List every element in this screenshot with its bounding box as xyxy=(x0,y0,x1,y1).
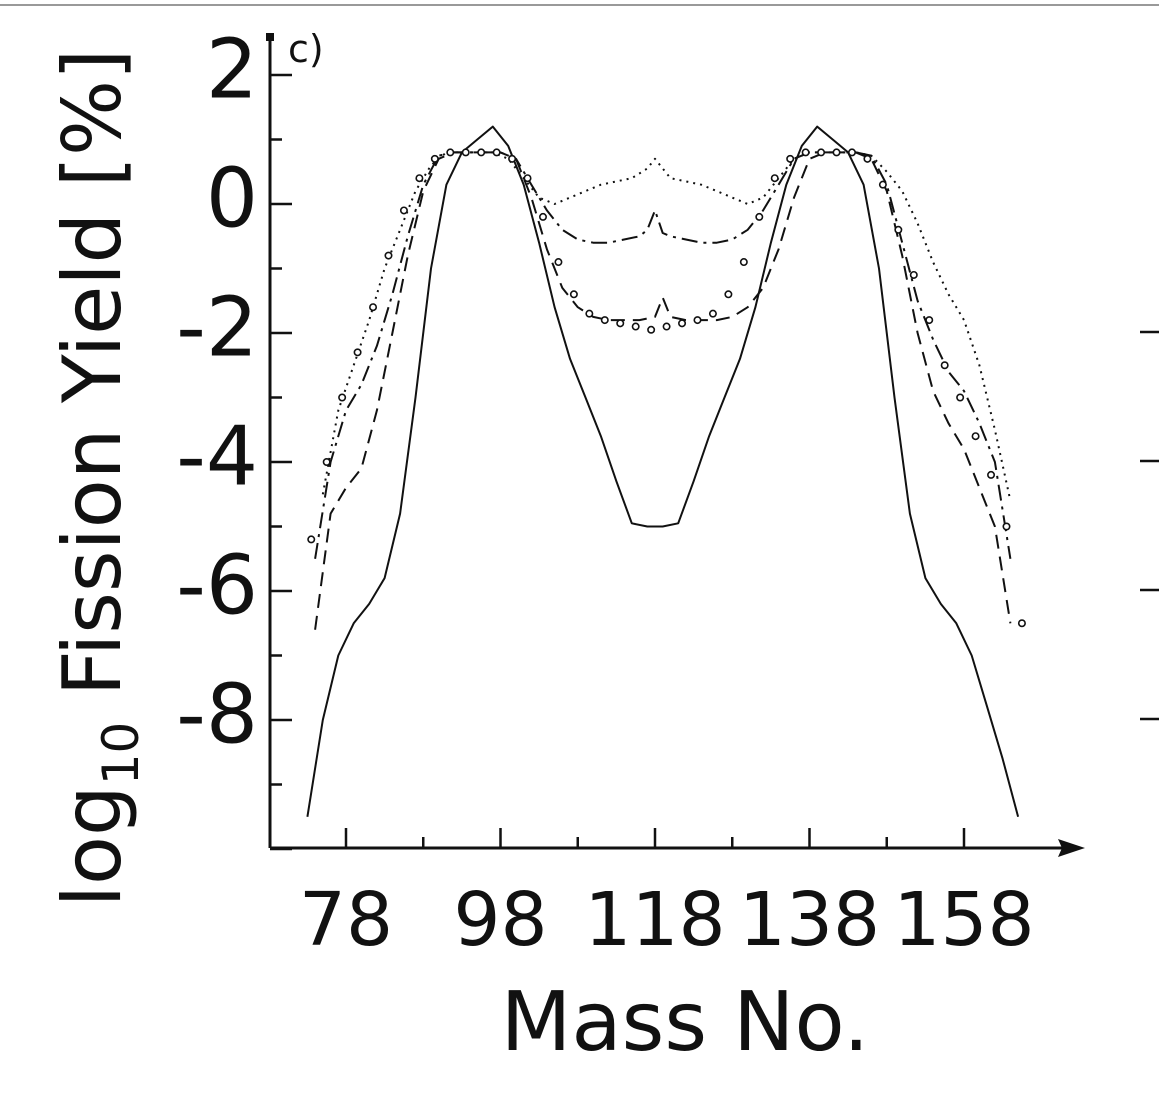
series-open-circles xyxy=(307,148,1026,628)
y-tick-label: -2 xyxy=(176,280,258,375)
data-point xyxy=(894,225,903,234)
data-point xyxy=(446,148,455,157)
data-point xyxy=(477,148,486,157)
axes xyxy=(266,33,1159,857)
data-point xyxy=(538,212,547,221)
series-dash-dot-line xyxy=(314,151,1012,559)
data-point xyxy=(631,322,640,331)
data-point xyxy=(678,319,687,328)
series-layer xyxy=(306,125,1026,818)
y-tick-label: -4 xyxy=(176,409,258,504)
data-point xyxy=(755,212,764,221)
data-point xyxy=(461,148,470,157)
x-tick-label: 138 xyxy=(739,877,880,963)
data-point xyxy=(801,148,810,157)
data-point xyxy=(1017,619,1026,628)
data-point xyxy=(693,316,702,325)
y-axis-top-marker xyxy=(266,33,274,41)
panel-label: c) xyxy=(288,27,324,71)
y-axis-title-subscript: 10 xyxy=(92,722,150,786)
data-point xyxy=(739,258,748,267)
data-point xyxy=(832,148,841,157)
data-point xyxy=(585,309,594,318)
data-point xyxy=(307,535,316,544)
data-point xyxy=(384,251,393,260)
data-point xyxy=(786,154,795,163)
y-axis-title-log: log xyxy=(46,785,139,907)
x-tick-label: 78 xyxy=(299,877,393,963)
data-point xyxy=(708,309,717,318)
data-point xyxy=(847,148,856,157)
x-tick-label: 118 xyxy=(584,877,725,963)
data-point xyxy=(956,393,965,402)
series-solid-line xyxy=(306,125,1020,818)
data-point xyxy=(322,457,331,466)
data-point xyxy=(647,325,656,334)
data-point xyxy=(724,290,733,299)
data-point xyxy=(600,316,609,325)
data-point xyxy=(971,432,980,441)
data-point xyxy=(770,174,779,183)
y-tick-label: 2 xyxy=(206,22,258,117)
data-point xyxy=(925,316,934,325)
data-point xyxy=(987,470,996,479)
data-point xyxy=(492,148,501,157)
data-point xyxy=(353,348,362,357)
series-dashed-line xyxy=(314,151,1012,630)
data-point xyxy=(616,319,625,328)
y-tick-label: -8 xyxy=(176,667,258,762)
data-point xyxy=(909,270,918,279)
data-point xyxy=(878,180,887,189)
y-axis-title: log10 Fission Yield [%] xyxy=(46,49,150,907)
data-point xyxy=(569,290,578,299)
x-axis-title: Mass No. xyxy=(501,975,870,1070)
text-layer: 2 0 -2 -4 -6 -8 78 98 118 138 158 Mass No. log10 Fis… xyxy=(46,22,1035,1070)
x-axis-arrow xyxy=(1058,839,1085,857)
data-point xyxy=(430,154,439,163)
data-point xyxy=(1002,522,1011,531)
data-point xyxy=(940,361,949,370)
data-point xyxy=(415,174,424,183)
data-point xyxy=(338,393,347,402)
data-point xyxy=(554,258,563,267)
y-tick-label: -6 xyxy=(176,538,258,633)
data-point xyxy=(662,322,671,331)
data-point xyxy=(817,148,826,157)
x-tick-label: 98 xyxy=(453,877,547,963)
y-axis-title-rest: Fission Yield [%] xyxy=(46,49,139,722)
data-point xyxy=(369,303,378,312)
x-tick-label: 158 xyxy=(893,877,1034,963)
data-point xyxy=(863,154,872,163)
data-point xyxy=(399,206,408,215)
data-point xyxy=(508,154,517,163)
y-tick-label: 0 xyxy=(206,151,258,246)
data-point xyxy=(523,174,532,183)
